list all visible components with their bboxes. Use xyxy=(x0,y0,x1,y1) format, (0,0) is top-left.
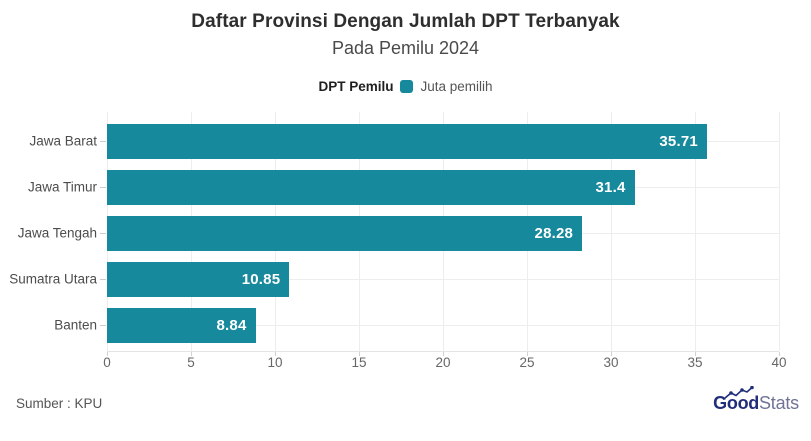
x-tick-label: 15 xyxy=(351,355,367,370)
legend: DPT Pemilu Juta pemilih xyxy=(0,79,811,94)
y-tick-mark xyxy=(100,187,106,188)
y-tick-mark xyxy=(100,233,106,234)
x-tick-mark xyxy=(695,352,696,356)
bar-value-label: 35.71 xyxy=(659,132,698,150)
trend-line-icon xyxy=(724,386,754,399)
category-label: Jawa Barat xyxy=(29,133,97,149)
legend-swatch-icon xyxy=(400,80,414,93)
x-tick-mark xyxy=(359,352,360,356)
x-tick-label: 10 xyxy=(267,355,283,370)
y-tick-mark xyxy=(100,279,106,280)
bar: 10.85 xyxy=(107,261,290,297)
chart-subtitle: Pada Pemilu 2024 xyxy=(331,38,480,58)
source-note: Sumber : KPU xyxy=(16,396,103,411)
legend-item-label: Juta pemilih xyxy=(420,79,493,94)
bar-value-label: 31.4 xyxy=(595,178,626,196)
x-tick-label: 25 xyxy=(519,355,535,370)
goodstats-logo: GoodStats xyxy=(713,386,799,423)
x-tick-mark xyxy=(107,352,108,356)
gridline-horizontal xyxy=(107,325,779,326)
x-tick-mark xyxy=(611,352,612,356)
category-label: Jawa Timur xyxy=(27,179,97,195)
legend-title: DPT Pemilu xyxy=(318,79,394,94)
bar: 8.84 xyxy=(107,307,256,343)
x-tick-label: 30 xyxy=(603,355,619,370)
bar-value-label: 28.28 xyxy=(534,224,574,242)
x-tick-label: 5 xyxy=(187,355,195,370)
bar: 28.28 xyxy=(107,215,583,251)
x-tick-mark xyxy=(779,352,780,356)
chart-title: Daftar Provinsi Dengan Jumlah DPT Terban… xyxy=(191,11,620,32)
gridline-horizontal xyxy=(107,279,779,280)
gridline-vertical xyxy=(695,112,696,351)
gridline-vertical xyxy=(611,112,612,351)
x-tick-label: 35 xyxy=(687,355,703,370)
bar: 31.4 xyxy=(107,169,635,205)
x-tick-label: 0 xyxy=(103,355,111,370)
logo-text-bold: Good xyxy=(713,393,759,413)
y-tick-mark xyxy=(100,325,106,326)
y-axis-labels: Jawa Barat Jawa Timur Jawa Tengah Sumatra U… xyxy=(0,112,97,352)
x-axis-labels: 0 5 10 15 20 25 30 35 40 xyxy=(0,355,811,371)
bar-value-label: 8.84 xyxy=(216,316,247,334)
gridline-vertical xyxy=(779,112,780,351)
category-label: Sumatra Utara xyxy=(9,271,97,287)
x-tick-mark xyxy=(527,352,528,356)
y-tick-mark xyxy=(100,141,106,142)
logo-text-light: Stats xyxy=(758,393,799,413)
category-label: Jawa Tengah xyxy=(17,225,97,241)
x-tick-mark xyxy=(275,352,276,356)
bar: 35.71 xyxy=(107,123,707,159)
x-tick-mark xyxy=(443,352,444,356)
x-tick-label: 40 xyxy=(771,355,787,370)
bar-value-label: 10.85 xyxy=(241,270,281,288)
x-tick-label: 20 xyxy=(435,355,451,370)
plot-area: 35.71 31.4 28.28 10.85 8.84 xyxy=(107,112,780,352)
x-tick-mark xyxy=(191,352,192,356)
category-label: Banten xyxy=(54,317,97,333)
